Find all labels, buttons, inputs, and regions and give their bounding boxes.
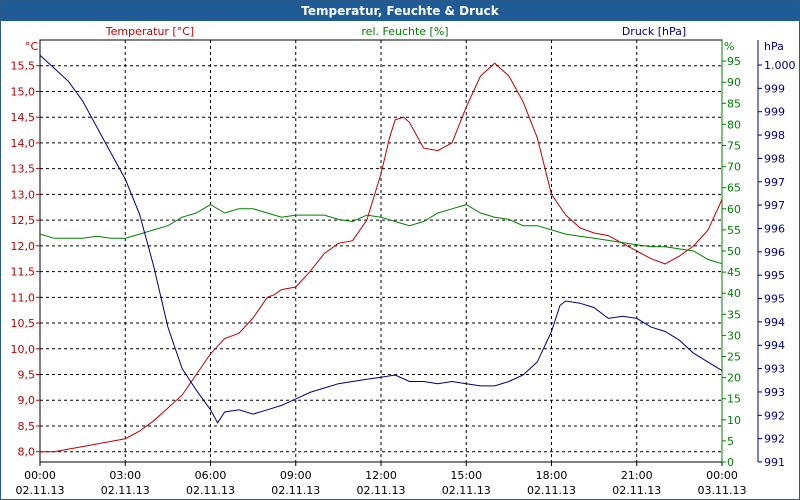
press-tick-label: 999 bbox=[764, 106, 785, 119]
temp-tick-label: 9,5 bbox=[18, 369, 36, 382]
press-tick-label: 993 bbox=[764, 363, 785, 376]
temp-tick-label: 10,0 bbox=[11, 343, 36, 356]
temp-tick-label: 12,5 bbox=[11, 214, 36, 227]
press-tick-label: 993 bbox=[764, 386, 785, 399]
press-tick-label: 999 bbox=[764, 82, 785, 95]
temp-tick-label: 15,0 bbox=[11, 85, 36, 98]
chart-title: Temperatur, Feuchte & Druck bbox=[1, 1, 799, 21]
press-tick-label: 998 bbox=[764, 152, 785, 165]
hum-tick-label: 65 bbox=[727, 182, 741, 195]
press-tick-label: 998 bbox=[764, 129, 785, 142]
x-tick-date: 02.11.13 bbox=[357, 484, 406, 497]
x-tick-time: 00:00 bbox=[706, 469, 738, 482]
temp-axis-label: Temperatur [°C] bbox=[105, 25, 194, 38]
temp-tick-label: 14,5 bbox=[11, 111, 36, 124]
x-tick-date: 02.11.13 bbox=[271, 484, 320, 497]
hum-tick-label: 55 bbox=[727, 224, 741, 237]
press-tick-label: 992 bbox=[764, 433, 785, 446]
hum-tick-label: 10 bbox=[727, 414, 741, 427]
hum-tick-label: 75 bbox=[727, 140, 741, 153]
x-tick-date: 02.11.13 bbox=[16, 484, 65, 497]
x-tick-time: 09:00 bbox=[280, 469, 312, 482]
x-tick-time: 06:00 bbox=[195, 469, 227, 482]
hum-tick-label: 60 bbox=[727, 203, 741, 216]
press-tick-label: 994 bbox=[764, 339, 785, 352]
hum-tick-label: 30 bbox=[727, 329, 741, 342]
hum-tick-label: 70 bbox=[727, 161, 741, 174]
series-line-temp bbox=[40, 62, 723, 453]
hum-tick-label: 5 bbox=[727, 435, 734, 448]
hum-tick-label: 35 bbox=[727, 308, 741, 321]
press-tick-label: 996 bbox=[764, 246, 785, 259]
x-tick-time: 21:00 bbox=[621, 469, 653, 482]
temp-tick-label: 8,0 bbox=[18, 446, 36, 459]
press-tick-label: 991 bbox=[764, 456, 785, 469]
press-tick-label: 992 bbox=[764, 409, 785, 422]
hum-tick-label: 0 bbox=[727, 456, 734, 469]
temp-tick-label: 8,5 bbox=[18, 420, 36, 433]
x-tick-date: 02.11.13 bbox=[186, 484, 235, 497]
x-tick-time: 00:00 bbox=[24, 469, 56, 482]
press-tick-label: 995 bbox=[764, 293, 785, 306]
hum-axis-label: rel. Feuchte [%] bbox=[361, 25, 448, 38]
temp-tick-label: 13,0 bbox=[11, 188, 36, 201]
x-tick-time: 18:00 bbox=[536, 469, 568, 482]
press-tick-label: 996 bbox=[764, 222, 785, 235]
temp-tick-label: 9,0 bbox=[18, 394, 36, 407]
temp-unit: °C bbox=[25, 40, 39, 53]
x-tick-time: 15:00 bbox=[450, 469, 482, 482]
hum-tick-label: 85 bbox=[727, 97, 741, 110]
x-tick-date: 03.11.13 bbox=[698, 484, 747, 497]
hum-tick-label: 80 bbox=[727, 118, 741, 131]
hum-tick-label: 90 bbox=[727, 76, 741, 89]
hum-tick-label: 20 bbox=[727, 372, 741, 385]
hum-tick-label: 95 bbox=[727, 55, 741, 68]
press-tick-label: 997 bbox=[764, 176, 785, 189]
press-tick-label: 1.000 bbox=[764, 59, 796, 72]
press-unit: hPa bbox=[764, 40, 784, 53]
press-tick-label: 997 bbox=[764, 199, 785, 212]
x-tick-date: 02.11.13 bbox=[101, 484, 150, 497]
temp-tick-label: 10,5 bbox=[11, 317, 36, 330]
hum-tick-label: 50 bbox=[727, 245, 741, 258]
temp-tick-label: 13,5 bbox=[11, 163, 36, 176]
temp-tick-label: 11,5 bbox=[11, 266, 36, 279]
temp-tick-label: 14,0 bbox=[11, 137, 36, 150]
series-line-press bbox=[39, 54, 723, 424]
x-tick-date: 02.11.13 bbox=[612, 484, 661, 497]
x-tick-time: 03:00 bbox=[109, 469, 141, 482]
hum-tick-label: 25 bbox=[727, 351, 741, 364]
temp-tick-label: 11,0 bbox=[11, 291, 36, 304]
hum-tick-label: 45 bbox=[727, 266, 741, 279]
temp-tick-label: 12,0 bbox=[11, 240, 36, 253]
hum-tick-label: 40 bbox=[727, 287, 741, 300]
hum-unit: % bbox=[724, 40, 734, 53]
x-tick-date: 02.11.13 bbox=[527, 484, 576, 497]
x-tick-time: 12:00 bbox=[365, 469, 397, 482]
hum-tick-label: 15 bbox=[727, 393, 741, 406]
x-tick-date: 02.11.13 bbox=[442, 484, 491, 497]
series-line-hum bbox=[39, 204, 723, 265]
press-tick-label: 995 bbox=[764, 269, 785, 282]
press-tick-label: 994 bbox=[764, 316, 785, 329]
press-axis-label: Druck [hPa] bbox=[622, 25, 686, 38]
temp-tick-label: 15,5 bbox=[11, 60, 36, 73]
